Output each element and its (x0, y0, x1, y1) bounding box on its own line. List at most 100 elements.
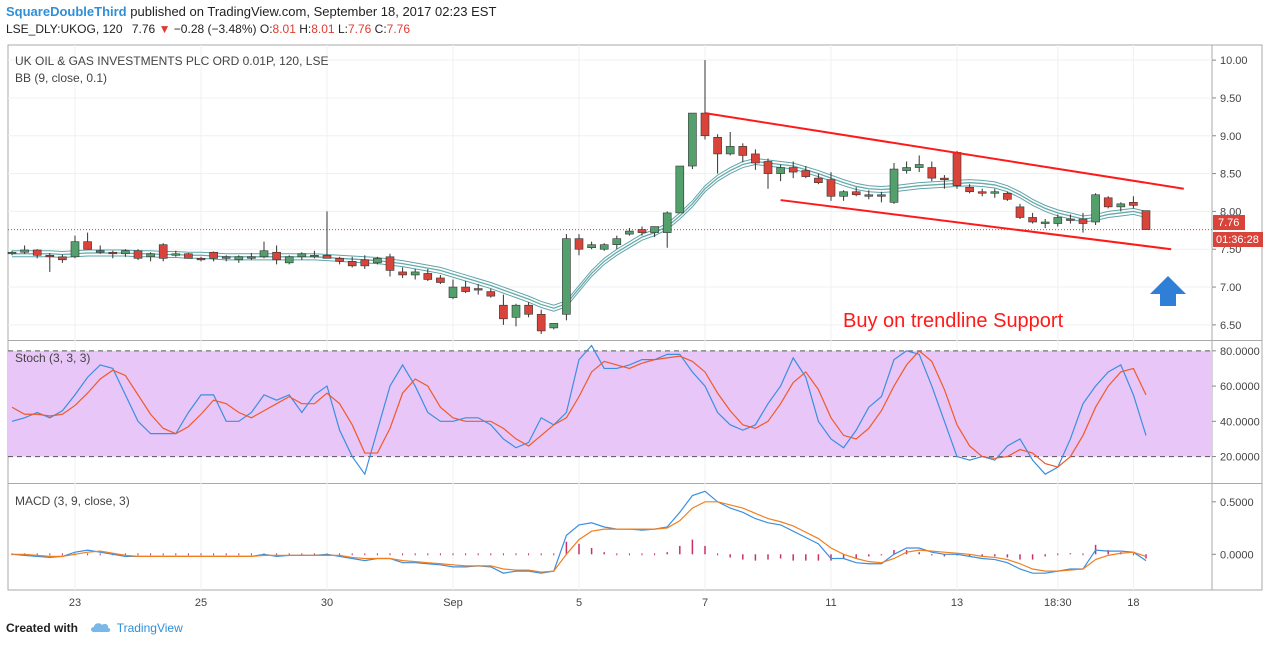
macd-tick-label: 0.0000 (1220, 549, 1254, 561)
chart-canvas[interactable]: 23 25 30 Sep 5 7 11 13 18:30 18 10.00 9.50 9.00 8.50 8… (0, 40, 1270, 616)
tradingview-link[interactable]: TradingView (116, 621, 183, 635)
candle (511, 303, 521, 327)
low-value: 7.76 (347, 22, 372, 36)
candle-body (95, 250, 105, 253)
down-arrow-icon: ▼ (158, 22, 171, 36)
trendline (704, 112, 1184, 190)
low-label: L: (337, 22, 348, 36)
candle-body (259, 250, 269, 258)
stoch-pane[interactable] (8, 344, 1212, 476)
candle (423, 268, 433, 281)
candle (436, 274, 445, 285)
x-tick-label: 11 (825, 597, 836, 609)
close-value: 7.76 (386, 22, 411, 36)
candle (1103, 196, 1113, 209)
candle-body (108, 251, 118, 255)
candle-body (1103, 197, 1113, 208)
candle (1141, 210, 1151, 230)
candle (322, 211, 332, 259)
candle-body (650, 226, 659, 233)
candle-body (398, 271, 407, 276)
candle-body (121, 250, 130, 255)
candle (814, 173, 823, 185)
x-tick-label: 5 (576, 597, 582, 609)
open-value: 8.01 (272, 22, 296, 36)
x-tick-label: 25 (195, 597, 207, 609)
candle (650, 226, 659, 238)
x-tick-label: 23 (69, 597, 81, 609)
price-pane[interactable] (7, 60, 1212, 334)
candle (360, 255, 370, 269)
candle-body (599, 244, 609, 250)
candle (851, 187, 861, 197)
candle (738, 143, 748, 163)
candle-body (272, 251, 281, 261)
trendline (780, 199, 1172, 251)
candle (1066, 214, 1075, 224)
high-value: 8.01 (311, 22, 335, 36)
candle-body (284, 256, 294, 264)
candle-body (1091, 194, 1100, 223)
last-price-badge: 7.76 (1213, 215, 1245, 230)
candle-body (675, 165, 685, 214)
x-tick-label: 18:30 (1044, 597, 1072, 609)
high-label: H: (299, 22, 312, 36)
candle-body (977, 191, 987, 194)
candle-body (385, 256, 395, 271)
candle-body (688, 112, 697, 167)
candle-body (436, 277, 445, 283)
candle-body (448, 286, 458, 298)
candle (751, 149, 760, 170)
candle-body (662, 212, 672, 233)
candle (940, 175, 949, 189)
macd-pane[interactable] (11, 490, 1147, 574)
published-text: published on TradingView.com, September … (130, 4, 497, 19)
candle-body (814, 177, 823, 183)
author-link[interactable]: SquareDoubleThird (6, 4, 127, 19)
candle-body (914, 164, 924, 168)
candle-body (763, 161, 773, 174)
x-tick-label: 30 (321, 597, 333, 609)
candle-body (335, 258, 344, 262)
candle-body (927, 167, 937, 179)
countdown-label: 01:36:28 (1216, 234, 1259, 246)
quote-line: LSE_DLY:UKOG, 120 7.76 ▼ −0.28 (−3.48%) … (6, 22, 410, 36)
candle (1040, 218, 1050, 229)
stoch-tick-label: 40.0000 (1220, 416, 1260, 428)
candle-body (952, 152, 962, 186)
candle-body (587, 244, 596, 249)
candle (675, 165, 685, 214)
candle (574, 234, 584, 256)
candle-body (297, 253, 307, 258)
candle (448, 279, 458, 300)
candle (877, 191, 886, 203)
candle-body (70, 241, 80, 258)
candle (146, 252, 155, 262)
candle-body (776, 167, 785, 174)
candle (7, 250, 17, 256)
candle-body (549, 323, 559, 329)
bb-indicator-label: BB (9, close, 0.1) (15, 71, 107, 85)
candle (662, 211, 672, 248)
candle (1078, 212, 1088, 233)
chart-frame (7, 44, 1263, 591)
panel-frames (7, 44, 1263, 591)
candle (952, 150, 962, 189)
stoch-d-line (11, 349, 1147, 468)
last-price-axis-label: 7.76 (1218, 217, 1239, 229)
price-tick-label: 10.00 (1220, 55, 1248, 67)
candle (171, 250, 181, 257)
price-tick-label: 7.00 (1220, 282, 1241, 294)
candle (612, 235, 622, 250)
price-tick-label: 8.50 (1220, 169, 1241, 181)
candle (398, 267, 407, 278)
candle-body (196, 258, 206, 261)
candle-body (473, 288, 483, 291)
candle-body (1053, 217, 1063, 224)
candle-body (524, 304, 533, 315)
candle (209, 251, 218, 262)
publish-line: SquareDoubleThird published on TradingVi… (6, 4, 496, 19)
candle-body (360, 259, 370, 267)
candle-body (889, 168, 899, 203)
candle-body (486, 291, 496, 297)
